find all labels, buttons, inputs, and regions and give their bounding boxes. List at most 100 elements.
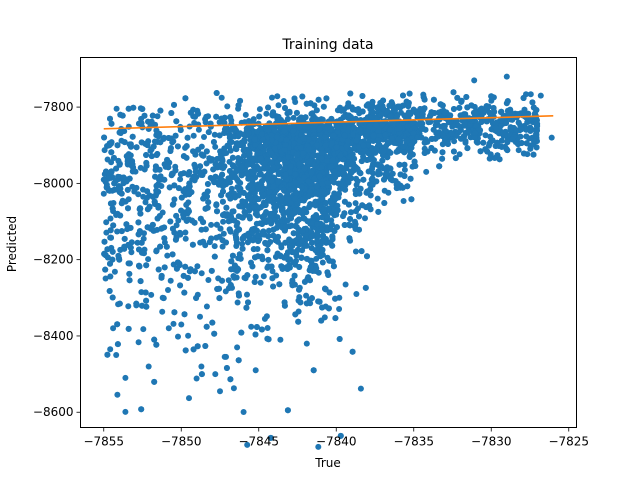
scatter-point	[321, 134, 328, 141]
scatter-point	[365, 142, 372, 149]
scatter-point	[115, 157, 122, 164]
scatter-point	[455, 122, 462, 129]
scatter-point	[299, 184, 305, 191]
scatter-point	[405, 99, 412, 106]
scatter-point	[296, 294, 303, 301]
scatter-point	[270, 232, 277, 239]
scatter-point	[453, 118, 460, 125]
scatter-point	[140, 193, 147, 200]
scatter-point	[261, 160, 268, 167]
scatter-point	[505, 110, 512, 117]
scatter-point	[154, 215, 161, 222]
scatter-point	[303, 292, 310, 299]
scatter-point	[464, 145, 471, 152]
scatter-point	[507, 125, 514, 132]
scatter-point	[134, 239, 141, 246]
scatter-point	[282, 105, 288, 111]
scatter-point	[261, 216, 268, 223]
scatter-point	[104, 156, 111, 163]
scatter-point	[400, 143, 407, 150]
scatter-point	[148, 153, 155, 160]
scatter-point	[138, 289, 145, 296]
scatter-point	[268, 132, 275, 139]
scatter-point	[318, 164, 325, 171]
scatter-point	[226, 285, 232, 292]
scatter-point	[359, 108, 366, 115]
scatter-point	[311, 102, 318, 109]
scatter-point	[153, 182, 160, 189]
scatter-point	[460, 111, 467, 118]
scatter-point	[299, 93, 306, 100]
scatter-point	[173, 118, 180, 125]
scatter-point	[213, 202, 220, 209]
scatter-point	[338, 107, 345, 114]
scatter-point	[216, 119, 223, 126]
scatter-point	[401, 161, 408, 168]
scatter-point	[252, 273, 259, 280]
scatter-point	[198, 270, 205, 277]
scatter-point	[204, 188, 211, 195]
scatter-point	[503, 145, 510, 152]
scatter-point	[107, 346, 114, 353]
scatter-point	[492, 120, 499, 127]
scatter-point	[292, 311, 299, 318]
scatter-point	[241, 137, 248, 144]
scatter-point	[192, 174, 199, 181]
scatter-point	[292, 179, 299, 186]
scatter-point	[206, 155, 213, 162]
scatter-point	[394, 113, 400, 120]
scatter-point	[225, 277, 232, 284]
scatter-point	[269, 137, 275, 144]
scatter-point	[274, 159, 280, 166]
scatter-point	[129, 133, 136, 140]
scatter-point	[236, 292, 242, 299]
scatter-point	[143, 152, 150, 158]
scatter-point	[530, 151, 537, 158]
scatter-point	[206, 239, 213, 246]
scatter-point	[308, 257, 315, 264]
scatter-point	[533, 127, 540, 134]
scatter-point	[205, 129, 212, 136]
scatter-point	[385, 189, 392, 196]
scatter-density	[100, 89, 541, 450]
scatter-point	[320, 103, 327, 110]
scatter-point	[359, 93, 366, 99]
scatter-point	[242, 111, 249, 118]
scatter-point	[275, 233, 281, 240]
scatter-point	[443, 128, 449, 135]
scatter-point	[153, 341, 160, 348]
scatter-point	[307, 201, 314, 208]
scatter-point	[405, 109, 412, 116]
scatter-point	[292, 223, 299, 229]
scatter-point	[303, 242, 310, 249]
scatter-point	[319, 238, 326, 244]
scatter-point	[237, 203, 244, 210]
scatter-point	[143, 262, 150, 269]
scatter-point	[328, 226, 334, 233]
scatter-point	[233, 146, 240, 153]
scatter-point	[264, 325, 271, 331]
scatter-point	[104, 351, 111, 358]
scatter-point	[450, 148, 457, 155]
scatter-point	[114, 321, 121, 328]
scatter-point	[180, 153, 187, 160]
scatter-point	[345, 125, 352, 132]
scatter-point	[167, 145, 174, 152]
scatter-point	[173, 265, 180, 272]
scatter-point	[148, 291, 155, 298]
scatter-point	[350, 131, 356, 138]
scatter-point	[498, 108, 505, 115]
scatter-point	[236, 131, 243, 138]
scatter-point	[254, 212, 261, 219]
scatter-point	[169, 201, 176, 208]
scatter-point	[304, 255, 310, 262]
scatter-point	[214, 208, 220, 215]
scatter-point	[504, 98, 511, 105]
scatter-point	[500, 129, 507, 136]
scatter-point	[236, 141, 243, 148]
scatter-point	[238, 172, 245, 179]
scatter-point	[118, 190, 125, 197]
scatter-point	[219, 157, 226, 164]
scatter-point	[293, 109, 300, 116]
scatter-point	[314, 237, 321, 244]
